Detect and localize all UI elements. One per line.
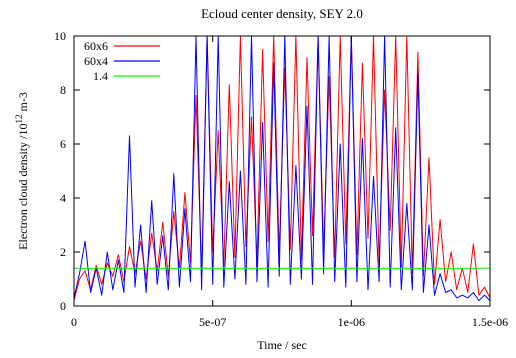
y-axis-label-unit: m-3 (16, 92, 30, 114)
legend-label-1: 60x4 (84, 54, 108, 68)
y-axis-label-base: Electron cloud density /10 (16, 124, 30, 250)
chart-title: Ecloud center density, SEY 2.0 (201, 6, 363, 21)
x-tick-label: 1e-06 (338, 315, 365, 329)
x-tick-label: 5e-07 (199, 315, 226, 329)
y-tick-label: 10 (54, 29, 66, 43)
y-tick-label: 6 (60, 137, 66, 151)
x-axis-label: Time / sec (257, 338, 307, 352)
legend-label-0: 60x6 (84, 39, 108, 53)
y-axis-label-sup: 12 (14, 115, 24, 124)
series-layer (74, 36, 490, 302)
y-tick-label: 8 (60, 83, 66, 97)
x-tick-label: 1.5e-06 (472, 315, 508, 329)
y-axis-label: Electron cloud density /1012 m-3 (14, 92, 30, 250)
x-tick-label: 0 (71, 315, 77, 329)
y-tick-label: 4 (60, 191, 66, 205)
series-line-1 (74, 36, 490, 302)
ticks-layer: 0 5e-07 1e-06 1.5e-06 0 2 4 6 8 10 (54, 29, 508, 329)
y-tick-label: 0 (60, 299, 66, 313)
y-tick-label: 2 (60, 245, 66, 259)
legend-label-2: 1.4 (93, 69, 108, 83)
plot-frame (73, 35, 491, 307)
